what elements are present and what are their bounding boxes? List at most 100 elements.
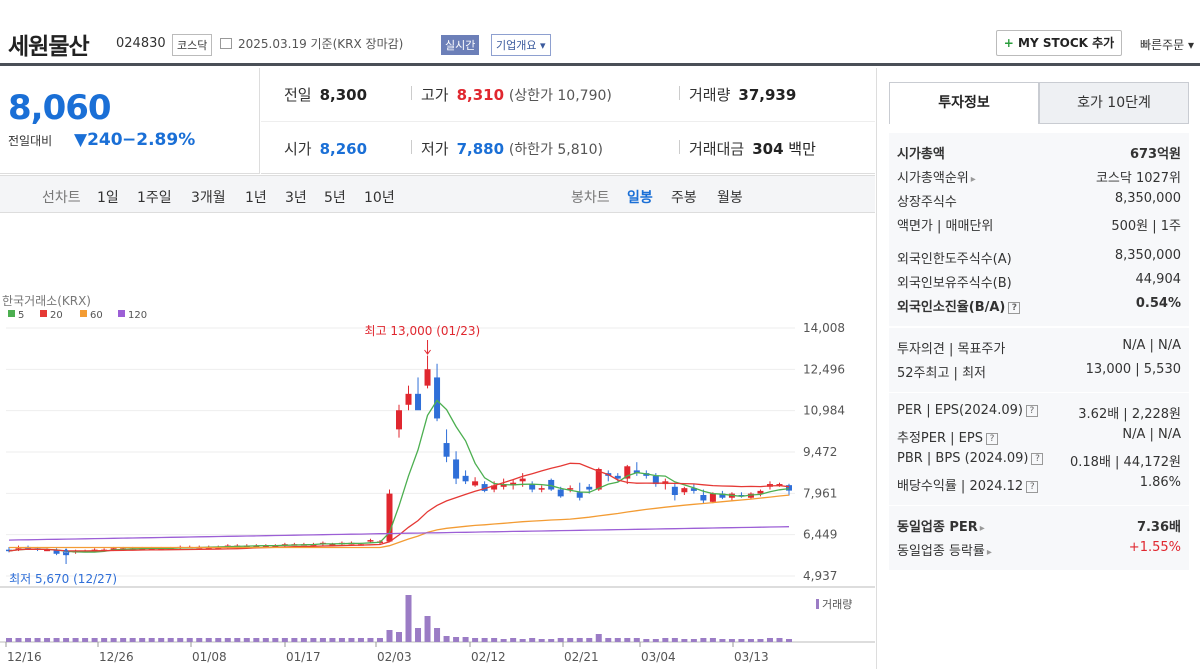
candle-body [624, 466, 631, 479]
volume-bar [262, 638, 269, 642]
help-icon[interactable]: ? [1031, 452, 1044, 465]
tab-daily[interactable]: 일봉 [627, 190, 653, 206]
stat-low: 저가 7,880 (하한가 5,810) [421, 138, 603, 159]
tab-1w[interactable]: 1주일 [137, 190, 172, 206]
candle-body [481, 484, 488, 491]
tab-3m[interactable]: 3개월 [191, 190, 226, 206]
divider [679, 140, 680, 154]
invest-row-label: PBR | BPS (2024.09)? [897, 451, 1044, 466]
candlestick-chart[interactable]: 14,008 12,496 10,984 9,472 7,961 6,449 4,937 한국… [0, 214, 875, 669]
tab-orderbook-10[interactable]: 호가 10단계 [1039, 82, 1189, 124]
divider [679, 86, 680, 100]
tab-invest-info[interactable]: 투자정보 [889, 82, 1039, 124]
volume-bar [519, 639, 526, 642]
add-mystock-button[interactable]: + MY STOCK 추가 [996, 30, 1122, 56]
x-tick-label: 03/13 [734, 650, 769, 664]
company-overview-dropdown[interactable]: 기업개요 ▾ [491, 34, 551, 56]
stat-open: 시가 8,260 [284, 138, 367, 159]
stock-header: 세원물산 024830 코스닥 2025.03.19 기준(KRX 장마감) 실… [0, 0, 1200, 66]
tab-10y[interactable]: 10년 [364, 190, 395, 206]
stat-volume-value: 37,939 [738, 86, 797, 104]
volume-bar [586, 638, 593, 642]
candle-body [272, 545, 279, 548]
invest-row-label: PER | EPS(2024.09)? [897, 403, 1038, 418]
candle-body [158, 548, 165, 550]
invest-row-label[interactable]: 시가총액순위 ▸ [897, 171, 976, 186]
quick-order-label: 빠른주문 [1140, 38, 1185, 52]
candle-body [567, 488, 574, 490]
volume-bar [529, 638, 536, 642]
volume-bar [538, 639, 545, 642]
invest-row-label[interactable]: 동일업종 등락률 ▸ [897, 544, 992, 559]
help-icon[interactable]: ? [1026, 480, 1039, 493]
candle-body [747, 493, 754, 498]
tab-monthly[interactable]: 월봉 [717, 190, 743, 206]
volume-bar [6, 638, 12, 642]
tab-weekly[interactable]: 주봉 [671, 190, 697, 206]
volume-bar [91, 638, 98, 642]
volume-bar [405, 595, 412, 642]
invest-row-value: +1.55% [1128, 540, 1181, 555]
volume-bar [424, 616, 431, 642]
help-icon[interactable]: ? [985, 432, 998, 445]
volume-bar [652, 639, 659, 642]
volume-bar [415, 628, 422, 642]
info-tabs: 투자정보 호가 10단계 [889, 82, 1189, 124]
ma-line-20 [8, 462, 790, 552]
price-stats: 전일 8,300 고가 8,310 (상한가 10,790) 거래량 37,939 시… [261, 68, 875, 174]
invest-row-value: N/A | N/A [1122, 427, 1181, 442]
candle-body [614, 475, 621, 479]
ma-line-60 [9, 494, 790, 549]
volume-bar [129, 638, 136, 642]
chevron-right-icon: ▸ [970, 174, 976, 185]
candle-body [538, 488, 545, 490]
stat-volume-label: 거래량 [689, 86, 731, 104]
candle-body [443, 443, 450, 457]
candle-body [700, 494, 707, 501]
realtime-badge[interactable]: 실시간 [441, 35, 480, 55]
tab-1y[interactable]: 1년 [245, 190, 267, 206]
volume-bar [253, 638, 260, 642]
x-tick-label: 02/03 [377, 650, 412, 664]
volume-bar [272, 638, 279, 642]
quick-order-button[interactable]: 빠른주문 ▾ [1140, 36, 1194, 53]
current-price: 8,060 [8, 88, 112, 128]
legend-label: 5 [18, 310, 24, 321]
candle-body [434, 377, 441, 419]
volume-bar [110, 638, 117, 642]
stat-trade-value-value: 304 [752, 140, 784, 158]
ma-line-120 [8, 526, 790, 541]
divider [411, 140, 412, 154]
invest-row-label[interactable]: 동일업종 PER ▸ [897, 520, 985, 535]
stat-prev-value: 8,300 [319, 86, 368, 104]
x-tick-label: 12/16 [7, 650, 42, 664]
invest-row-label: 외국인보유주식수(B) [897, 276, 1012, 291]
tab-3y[interactable]: 3년 [285, 190, 307, 206]
tab-1d[interactable]: 1일 [97, 190, 119, 206]
candle-body [595, 469, 602, 490]
candle-body [148, 548, 155, 550]
stat-low-label: 저가 [421, 140, 449, 158]
x-tick-label: 03/04 [641, 650, 676, 664]
invest-row-label: 액면가 | 매매단위 [897, 219, 994, 234]
volume-bar [34, 638, 41, 642]
invest-group-g4: PER | EPS(2024.09)? 3.62배 | 2,228원 추정PER |… [889, 393, 1189, 505]
invest-row-label: 외국인소진율(B/A)? [897, 296, 1021, 315]
help-icon[interactable]: ? [1008, 301, 1021, 314]
invest-row-value: 0.18배 | 44,172원 [1070, 455, 1181, 470]
volume-bar [396, 632, 402, 642]
invest-row-label: 투자의견 | 목표주가 [897, 342, 1006, 357]
candle-body [633, 470, 640, 474]
candle-body [110, 548, 117, 550]
legend-label: 60 [90, 310, 103, 321]
candle-body [405, 393, 412, 405]
candle-body [53, 549, 60, 554]
help-icon[interactable]: ? [1025, 404, 1038, 417]
volume-bar [443, 636, 450, 642]
y-tick-label: 6,449 [803, 528, 837, 542]
volume-bar [681, 639, 688, 642]
stock-name: 세원물산 [8, 34, 90, 60]
tab-5y[interactable]: 5년 [324, 190, 346, 206]
invest-row-value: 44,904 [1135, 272, 1182, 287]
volume-bar [434, 628, 441, 642]
